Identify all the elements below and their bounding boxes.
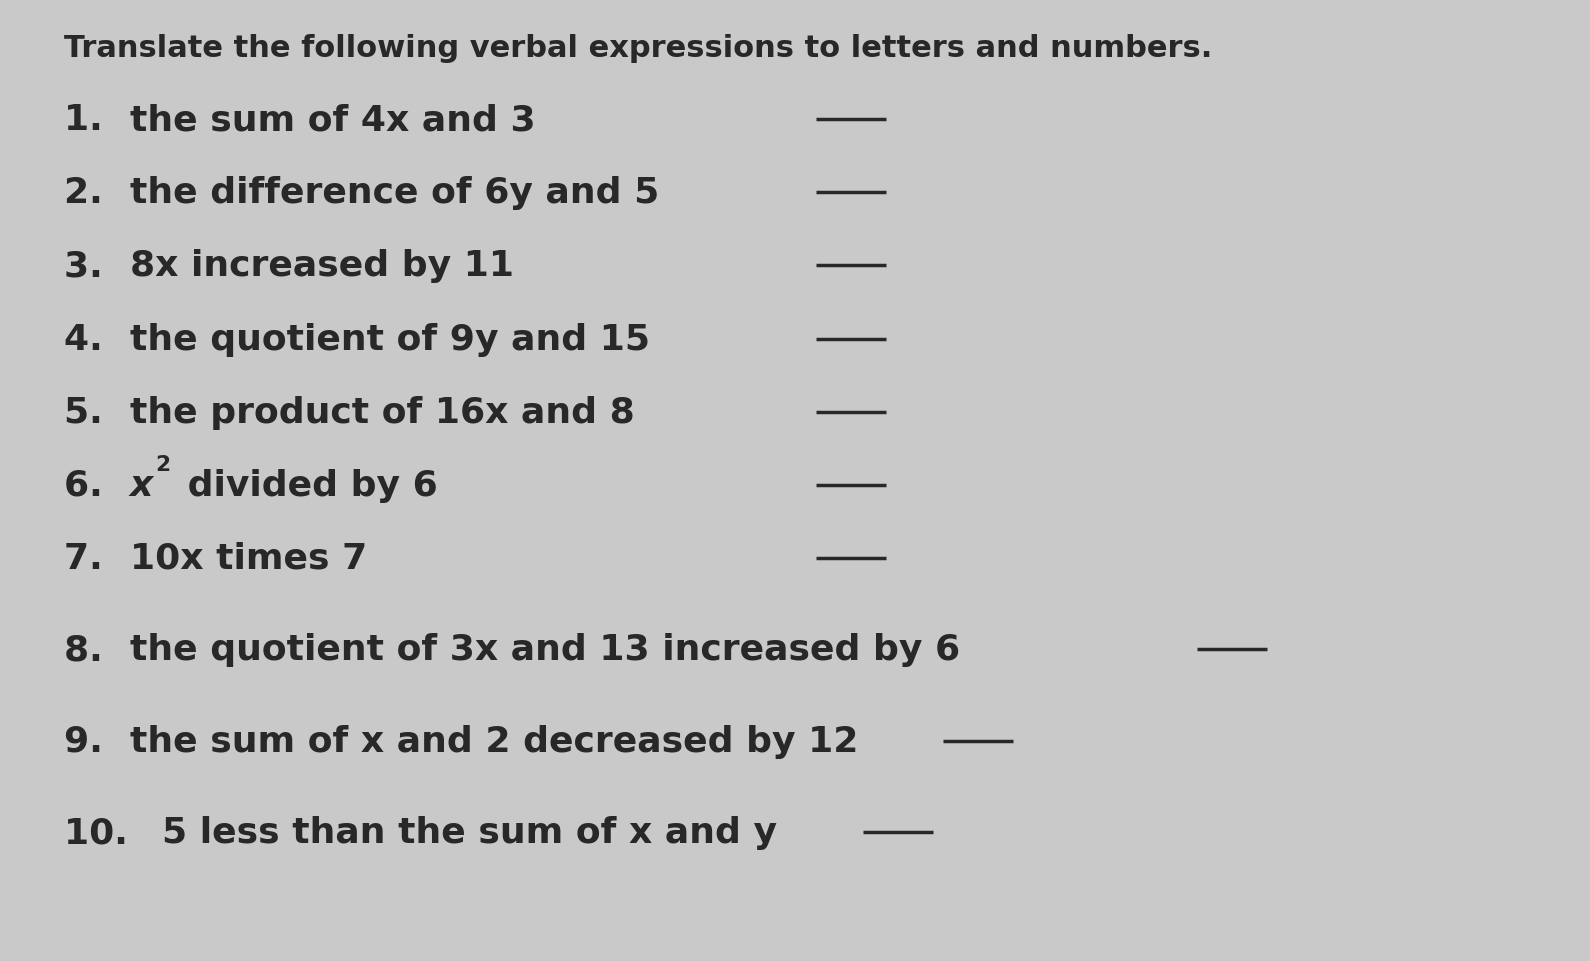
Text: the quotient of 3x and 13 increased by 6: the quotient of 3x and 13 increased by 6 [130,632,960,667]
Text: divided by 6: divided by 6 [175,468,437,503]
Text: 4.: 4. [64,322,114,357]
Text: x: x [130,468,153,503]
Text: 1.: 1. [64,103,114,137]
Text: 2.: 2. [64,176,114,210]
Text: the difference of 6y and 5: the difference of 6y and 5 [130,176,660,210]
Text: 10x times 7: 10x times 7 [130,541,367,576]
Text: 8x increased by 11: 8x increased by 11 [130,249,514,283]
Text: 6.: 6. [64,468,114,503]
Text: 3.: 3. [64,249,114,283]
Text: the sum of 4x and 3: the sum of 4x and 3 [130,103,536,137]
Text: 9.: 9. [64,724,114,758]
Text: 7.: 7. [64,541,114,576]
Text: the sum of x and 2 decreased by 12: the sum of x and 2 decreased by 12 [130,724,859,758]
Text: 8.: 8. [64,632,114,667]
Text: the quotient of 9y and 15: the quotient of 9y and 15 [130,322,650,357]
Text: the product of 16x and 8: the product of 16x and 8 [130,395,634,430]
Text: 5 less than the sum of x and y: 5 less than the sum of x and y [162,815,778,850]
Text: 10.: 10. [64,815,140,850]
Text: Translate the following verbal expressions to letters and numbers.: Translate the following verbal expressio… [64,34,1212,62]
Text: 5.: 5. [64,395,114,430]
Text: 2: 2 [156,455,170,474]
